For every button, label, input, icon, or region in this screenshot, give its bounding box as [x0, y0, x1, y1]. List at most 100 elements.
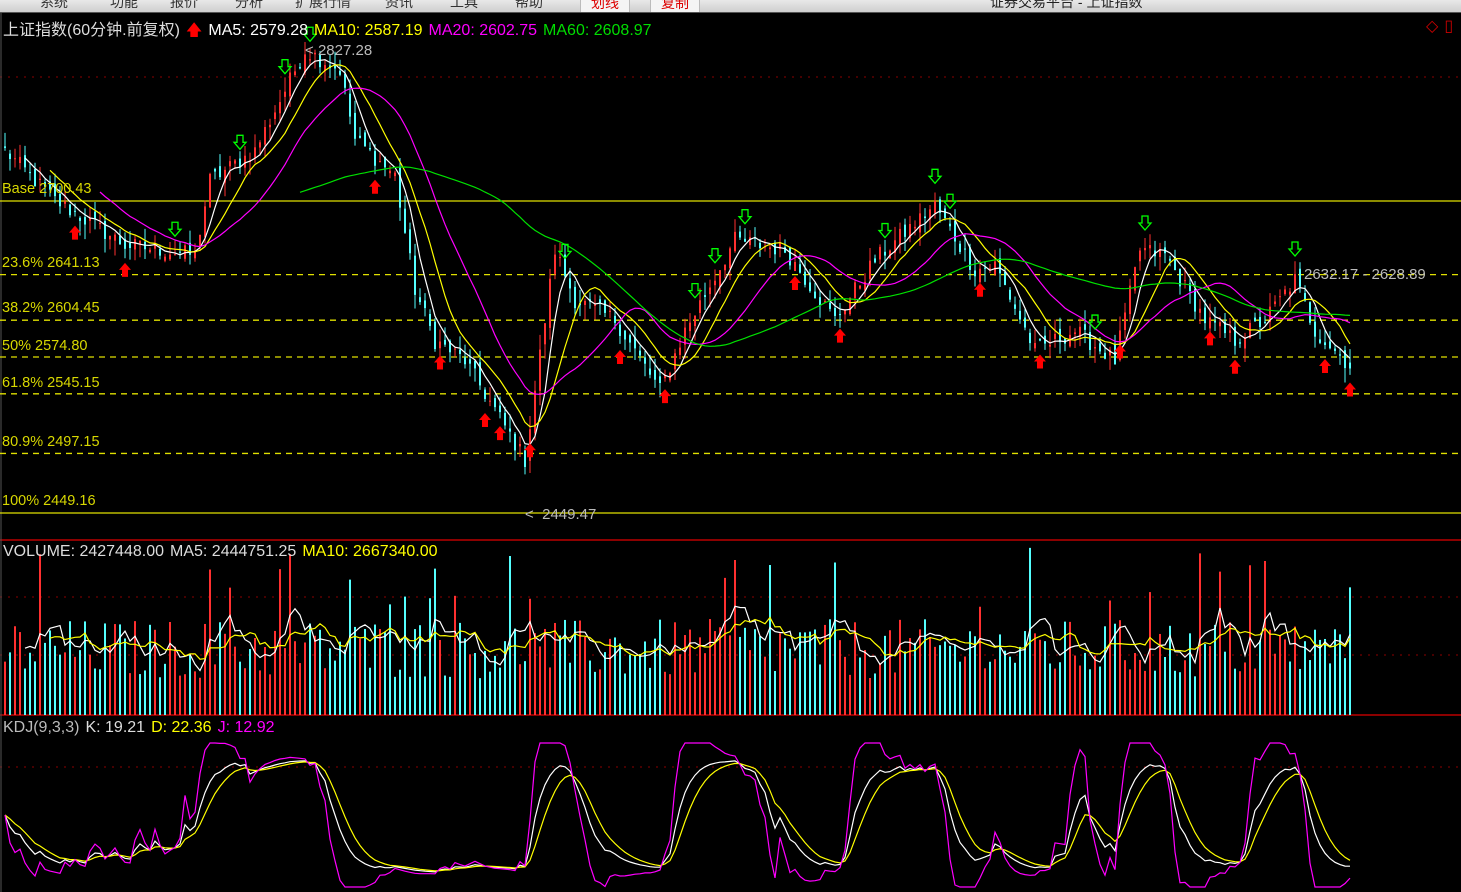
candle-body [449, 340, 451, 353]
candle-body [749, 237, 751, 246]
menu-item-help[interactable]: 帮助 [515, 0, 543, 10]
tab-copy[interactable]: 复制 [650, 0, 700, 12]
candle-body [1059, 328, 1061, 343]
candle-body [944, 208, 946, 219]
candle-body [1034, 343, 1036, 349]
candle-body [1284, 289, 1286, 295]
candle-body [469, 359, 471, 364]
chart-canvas[interactable] [0, 13, 1461, 892]
candle-body [14, 158, 16, 160]
candle-body [759, 242, 761, 249]
candle-body [514, 433, 516, 451]
candle-body [119, 235, 121, 245]
sell-arrow-icon [1087, 314, 1103, 331]
candle-body [929, 209, 931, 220]
candle-body [124, 238, 126, 249]
sell-arrow-icon [877, 222, 893, 239]
candle-body [519, 443, 521, 447]
candle-body [44, 182, 46, 187]
candle-body [1314, 321, 1316, 337]
candle-body [854, 282, 856, 298]
candle-body [1219, 322, 1221, 327]
menu-item-system[interactable]: 系统 [40, 0, 68, 10]
candle-body [1229, 330, 1231, 333]
candle-body [194, 250, 196, 259]
candle-body [1014, 304, 1016, 309]
candle-body [534, 390, 536, 434]
candle-body [479, 362, 481, 386]
candle-body [609, 310, 611, 312]
tab-draw[interactable]: 划线 [580, 0, 630, 12]
candle-body [359, 135, 361, 138]
candle-body [289, 72, 291, 97]
candle-body [1169, 258, 1171, 261]
kdj-k-line [4, 760, 1351, 873]
range-label: 2632.17 - 2628.89 [1304, 266, 1426, 283]
candle-body [1079, 326, 1081, 337]
high-price-value: 2827.28 [317, 42, 373, 59]
candle-body [994, 261, 996, 275]
ma10-value: MA10: 2587.19 [313, 22, 423, 39]
candle-body [1129, 285, 1131, 315]
candle-body [149, 249, 151, 253]
sell-arrow-icon [167, 221, 183, 238]
candle-body [559, 257, 561, 259]
kdj-d-line [4, 761, 1351, 872]
menu-item-quote[interactable]: 报价 [170, 0, 198, 10]
candle-body [99, 223, 101, 225]
candle-body [654, 369, 656, 380]
candle-body [1049, 344, 1051, 347]
candle-body [1084, 324, 1086, 330]
candle-body [564, 254, 566, 277]
candle-body [294, 71, 296, 76]
fib-label-50: 50% 2574.80 [2, 338, 88, 354]
sell-arrow-icon [277, 59, 293, 75]
sell-arrow-icon [927, 168, 943, 185]
sell-arrow-icon [1137, 215, 1153, 232]
candle-body [444, 339, 446, 345]
candle-body [984, 267, 986, 269]
candle-body [69, 204, 71, 216]
candle-body [334, 65, 336, 69]
window-controls[interactable]: ◇ ▯ [1426, 16, 1453, 36]
candle-body [314, 52, 316, 55]
candle-body [129, 242, 131, 248]
buy-arrow-icon [494, 426, 506, 441]
candle-body [414, 255, 416, 295]
candle-body [694, 315, 696, 327]
candle-body [979, 268, 981, 283]
candle-body [1289, 291, 1291, 295]
candle-body [324, 65, 326, 71]
candle-body [539, 349, 541, 391]
candle-body [19, 156, 21, 164]
candle-body [649, 368, 651, 375]
candle-body [234, 160, 236, 164]
candle-body [1234, 326, 1236, 346]
candle-body [59, 193, 61, 207]
menu-item-news[interactable]: 资讯 [385, 0, 413, 10]
candle-body [64, 201, 66, 204]
menu-item-analysis[interactable]: 分析 [235, 0, 263, 10]
candle-body [459, 349, 461, 354]
menu-item-function[interactable]: 功能 [110, 0, 138, 10]
candle-body [1184, 280, 1186, 282]
candle-body [1244, 338, 1246, 349]
candle-body [734, 231, 736, 252]
candle-body [1264, 321, 1266, 323]
sell-arrow-icon [302, 26, 318, 43]
candle-body [279, 102, 281, 114]
diamond-icon[interactable]: ◇ [1426, 18, 1439, 35]
buy-arrow-icon [789, 275, 801, 290]
candle-body [584, 300, 586, 305]
candle-body [809, 282, 811, 292]
candle-body [214, 168, 216, 172]
candle-body [919, 213, 921, 233]
square-icon[interactable]: ▯ [1444, 18, 1454, 35]
candle-body [1159, 249, 1161, 257]
menu-item-extended[interactable]: 扩展行情 [295, 0, 351, 10]
candle-body [599, 299, 601, 304]
menu-item-tools[interactable]: 工具 [450, 0, 478, 10]
candle-body [769, 247, 771, 250]
candle-body [1019, 310, 1021, 320]
candle-body [744, 238, 746, 242]
